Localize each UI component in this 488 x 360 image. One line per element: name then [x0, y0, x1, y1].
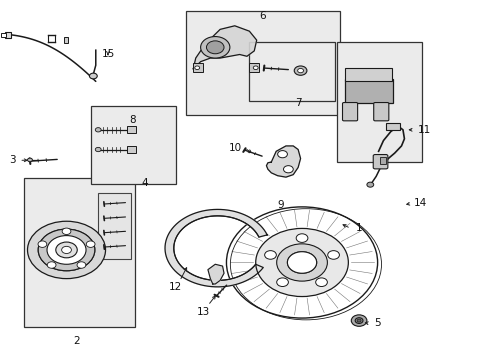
Bar: [4, 32, 11, 39]
Circle shape: [253, 66, 258, 69]
Bar: [193, 63, 203, 72]
Text: 1: 1: [355, 224, 362, 233]
Circle shape: [297, 68, 303, 73]
Text: 9: 9: [277, 200, 284, 210]
Polygon shape: [193, 26, 256, 69]
Bar: [127, 126, 136, 134]
FancyBboxPatch shape: [373, 103, 388, 121]
FancyBboxPatch shape: [91, 107, 176, 184]
FancyBboxPatch shape: [185, 12, 339, 116]
Circle shape: [95, 147, 101, 152]
Bar: [64, 37, 68, 43]
Circle shape: [61, 246, 71, 253]
Circle shape: [27, 221, 105, 279]
Polygon shape: [266, 146, 300, 177]
Circle shape: [283, 166, 293, 173]
Text: 12: 12: [168, 282, 182, 292]
Circle shape: [296, 234, 307, 242]
FancyBboxPatch shape: [372, 154, 387, 169]
Bar: [379, 157, 385, 164]
Circle shape: [294, 66, 306, 75]
Circle shape: [77, 262, 85, 268]
Circle shape: [354, 318, 362, 323]
FancyBboxPatch shape: [249, 42, 334, 101]
Text: 8: 8: [129, 116, 135, 125]
Circle shape: [194, 66, 199, 69]
FancyBboxPatch shape: [336, 42, 422, 162]
Circle shape: [38, 229, 95, 271]
Circle shape: [38, 241, 47, 247]
Circle shape: [255, 228, 347, 297]
Circle shape: [277, 150, 287, 158]
Circle shape: [350, 315, 366, 326]
Circle shape: [315, 278, 326, 287]
Text: 2: 2: [73, 336, 80, 346]
Circle shape: [206, 41, 224, 54]
FancyBboxPatch shape: [345, 68, 391, 81]
Text: 13: 13: [196, 307, 209, 317]
Text: 3: 3: [9, 155, 16, 165]
Circle shape: [226, 207, 377, 318]
FancyBboxPatch shape: [98, 193, 131, 259]
Text: 15: 15: [101, 49, 114, 59]
Circle shape: [276, 244, 327, 281]
Polygon shape: [207, 264, 224, 284]
Circle shape: [62, 228, 71, 234]
Circle shape: [276, 278, 288, 287]
Circle shape: [89, 73, 97, 79]
Circle shape: [264, 251, 276, 259]
Circle shape: [287, 252, 316, 273]
Circle shape: [47, 262, 56, 268]
Text: 6: 6: [259, 12, 266, 22]
Circle shape: [86, 241, 95, 247]
Bar: [127, 146, 136, 153]
Text: 11: 11: [417, 125, 430, 135]
Text: 5: 5: [373, 319, 380, 328]
Circle shape: [47, 235, 86, 264]
Polygon shape: [164, 210, 266, 287]
FancyBboxPatch shape: [342, 103, 357, 121]
Circle shape: [327, 251, 339, 259]
Circle shape: [366, 182, 373, 187]
Circle shape: [95, 128, 101, 132]
Circle shape: [287, 252, 316, 273]
Circle shape: [200, 37, 229, 58]
Text: 7: 7: [294, 98, 301, 108]
Bar: [249, 63, 259, 72]
Circle shape: [56, 242, 77, 258]
Bar: [0, 33, 5, 37]
Text: 4: 4: [141, 178, 147, 188]
Circle shape: [38, 229, 95, 271]
Bar: [385, 123, 399, 130]
FancyBboxPatch shape: [344, 79, 392, 103]
Text: 14: 14: [413, 198, 427, 208]
Circle shape: [356, 319, 360, 322]
Circle shape: [27, 158, 32, 162]
FancyBboxPatch shape: [24, 178, 135, 327]
Text: 10: 10: [228, 143, 242, 153]
